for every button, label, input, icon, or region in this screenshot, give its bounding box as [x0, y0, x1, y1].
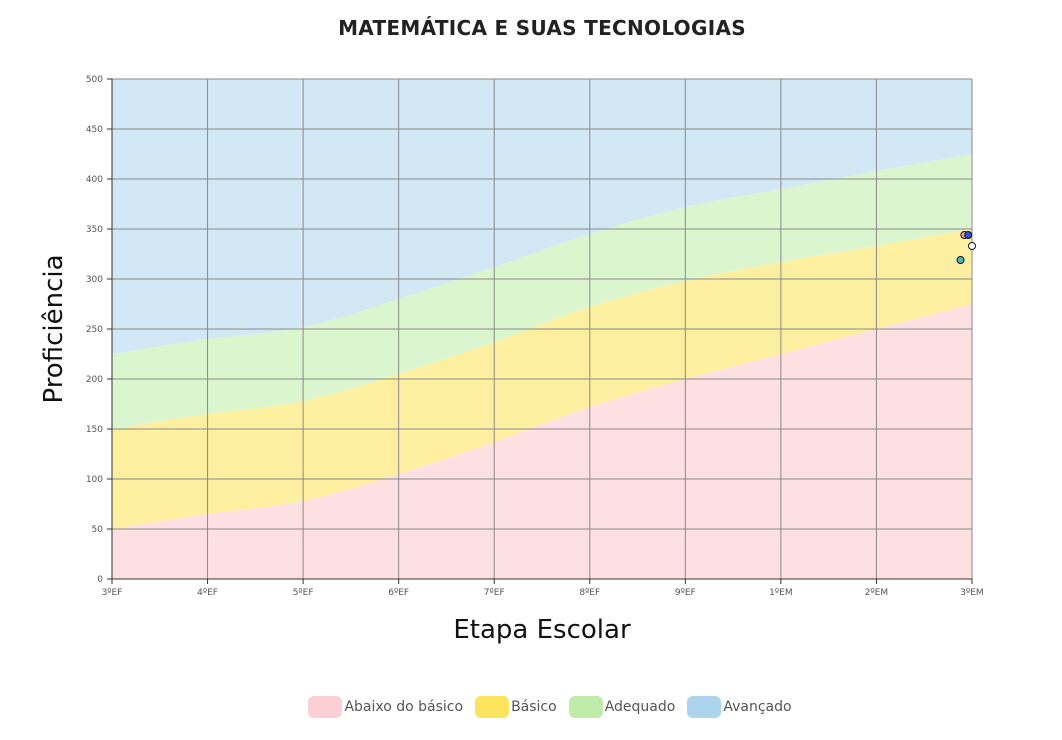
- y-tick-label-8: 400: [86, 175, 103, 185]
- legend-item-0[interactable]: Abaixo do básico: [308, 696, 463, 718]
- x-tick-label-7: 1ºEM: [769, 588, 792, 598]
- axes: 0 50 100 150 200 250 300 350 400 450 500 3ºEF 4ºEF 5º…: [86, 75, 984, 598]
- x-tick-label-6: 9ºEF: [675, 588, 696, 598]
- legend-swatch-2: [568, 696, 603, 718]
- legend-swatch-3: [687, 696, 722, 718]
- y-axis-title: Proficiência: [39, 254, 69, 403]
- data-point-1[interactable]: [964, 231, 973, 239]
- y-tick-label-7: 350: [86, 225, 103, 235]
- legend-label-2: Adequado: [604, 699, 676, 715]
- legend-label-3: Avançado: [723, 699, 792, 715]
- y-tick-label-4: 200: [86, 375, 103, 385]
- band-2: [112, 154, 972, 429]
- y-tick-label-5: 250: [86, 325, 103, 335]
- y-tick-label-1: 50: [92, 525, 104, 535]
- band-3: [112, 79, 972, 354]
- data-point-2[interactable]: [968, 242, 976, 250]
- grid-lines: [111, 78, 973, 580]
- y-tick-label-6: 300: [86, 275, 103, 285]
- y-tick-label-0: 0: [97, 575, 103, 585]
- x-tick-label-0: 3ºEF: [102, 588, 123, 598]
- chart-title: MATEMÁTICA E SUAS TECNOLOGIAS: [338, 16, 746, 40]
- legend-label-1: Básico: [511, 699, 557, 715]
- legend-item-1[interactable]: Básico: [475, 696, 557, 718]
- x-tick-label-8: 2ºEM: [865, 588, 888, 598]
- band-0: [112, 304, 972, 579]
- y-tick-label-10: 500: [86, 75, 103, 85]
- x-tick-label-5: 8ºEF: [579, 588, 600, 598]
- y-tick-label-3: 150: [86, 425, 103, 435]
- legend: Abaixo do básico Básico Adequado Avançado: [0, 696, 1062, 718]
- x-tick-label-4: 7ºEF: [484, 588, 505, 598]
- legend-swatch-1: [475, 696, 510, 718]
- x-tick-label-3: 6ºEF: [388, 588, 409, 598]
- x-tick-label-2: 5ºEF: [293, 588, 314, 598]
- y-tick-label-9: 450: [86, 125, 103, 135]
- x-axis-title: Etapa Escolar: [453, 615, 631, 645]
- legend-item-2[interactable]: Adequado: [568, 696, 676, 718]
- legend-item-3[interactable]: Avançado: [687, 696, 792, 718]
- legend-swatch-0: [308, 696, 343, 718]
- data-points: [956, 231, 976, 264]
- x-tick-label-9: 3ºEM: [960, 588, 983, 598]
- x-tick-label-1: 4ºEF: [197, 588, 218, 598]
- data-point-3[interactable]: [956, 256, 965, 264]
- y-tick-label-2: 100: [86, 475, 103, 485]
- legend-label-0: Abaixo do básico: [344, 699, 464, 715]
- chart-plot: 0 50 100 150 200 250 300 350 400 450 500 3ºEF 4ºEF 5º…: [39, 75, 984, 645]
